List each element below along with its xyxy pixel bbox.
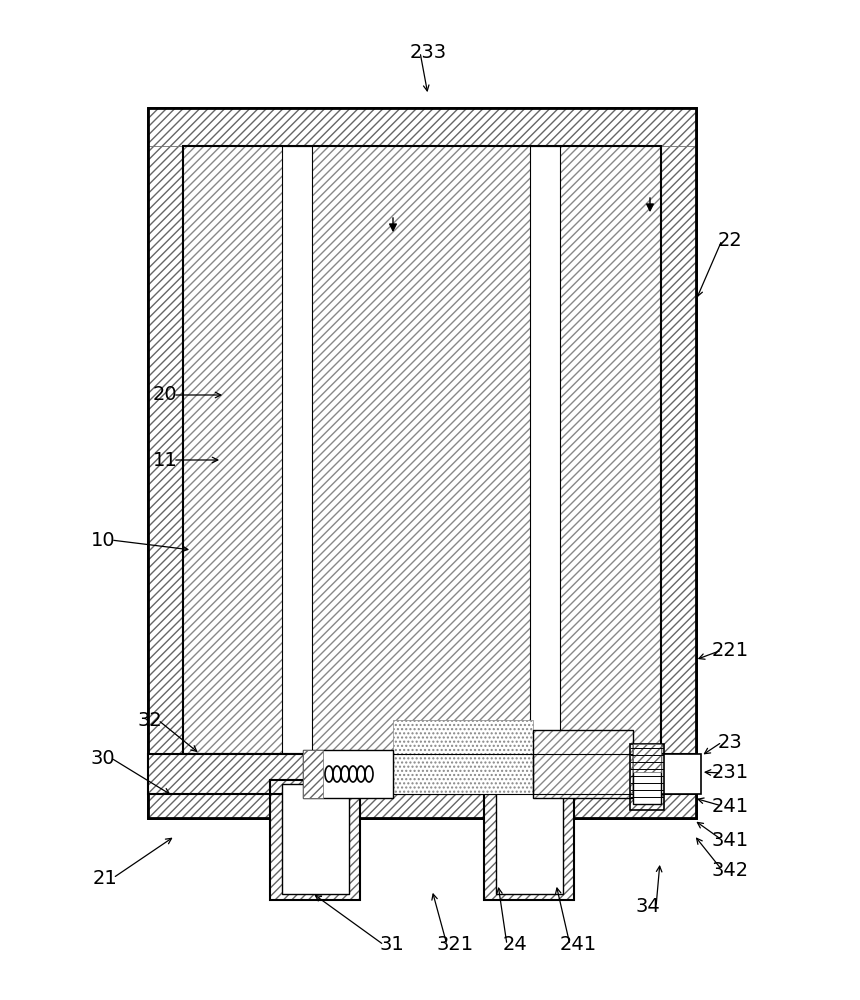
Bar [633, 744, 661, 804]
Bar [148, 108, 696, 818]
Bar [148, 780, 696, 818]
Bar [148, 146, 183, 781]
Text: 32: 32 [138, 710, 163, 730]
Text: 23: 23 [717, 732, 742, 752]
Bar [533, 754, 633, 794]
Bar [533, 730, 633, 798]
Bar [530, 146, 560, 754]
Bar [630, 744, 664, 810]
Text: 10: 10 [90, 530, 115, 550]
Text: 34: 34 [636, 898, 660, 916]
Text: 241: 241 [560, 936, 597, 954]
Text: 24: 24 [502, 936, 527, 954]
Bar [661, 146, 696, 781]
Text: 231: 231 [711, 764, 748, 782]
Bar [303, 750, 393, 798]
Bar [282, 784, 349, 894]
Bar [393, 754, 533, 794]
Bar [393, 720, 533, 754]
Bar [282, 146, 312, 754]
Bar [183, 146, 661, 754]
Bar [270, 780, 360, 900]
Text: 20: 20 [153, 385, 177, 404]
Bar [496, 784, 563, 894]
Text: 233: 233 [409, 42, 446, 62]
Text: 31: 31 [379, 936, 404, 954]
Text: 241: 241 [711, 796, 748, 816]
Bar [484, 780, 574, 900]
Text: 321: 321 [436, 936, 474, 954]
Bar [393, 754, 701, 794]
Bar [303, 750, 323, 798]
Text: 21: 21 [93, 868, 117, 888]
Text: 30: 30 [90, 748, 115, 768]
Text: 342: 342 [711, 860, 748, 880]
Text: 22: 22 [717, 231, 742, 249]
Bar [148, 754, 696, 794]
Bar [270, 780, 360, 900]
Bar [533, 754, 633, 794]
Bar [148, 108, 696, 818]
Bar [533, 730, 633, 798]
Text: 341: 341 [711, 830, 748, 850]
Bar [183, 146, 661, 754]
Bar [633, 744, 661, 772]
Bar [148, 754, 696, 794]
Bar [148, 108, 696, 146]
Bar [484, 780, 574, 900]
Text: 11: 11 [152, 450, 177, 470]
Bar [393, 754, 533, 794]
Text: 221: 221 [711, 641, 748, 660]
